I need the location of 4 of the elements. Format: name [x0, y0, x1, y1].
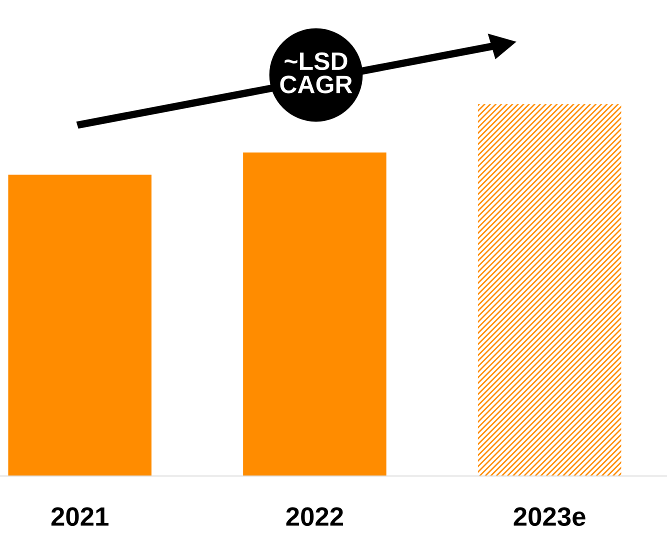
x-tick-label: 2022 [286, 507, 344, 526]
x-tick-label: 2021 [51, 507, 108, 526]
text: ~LSD CAGR [280, 52, 352, 94]
x-tick-label: 2023e [514, 507, 586, 526]
